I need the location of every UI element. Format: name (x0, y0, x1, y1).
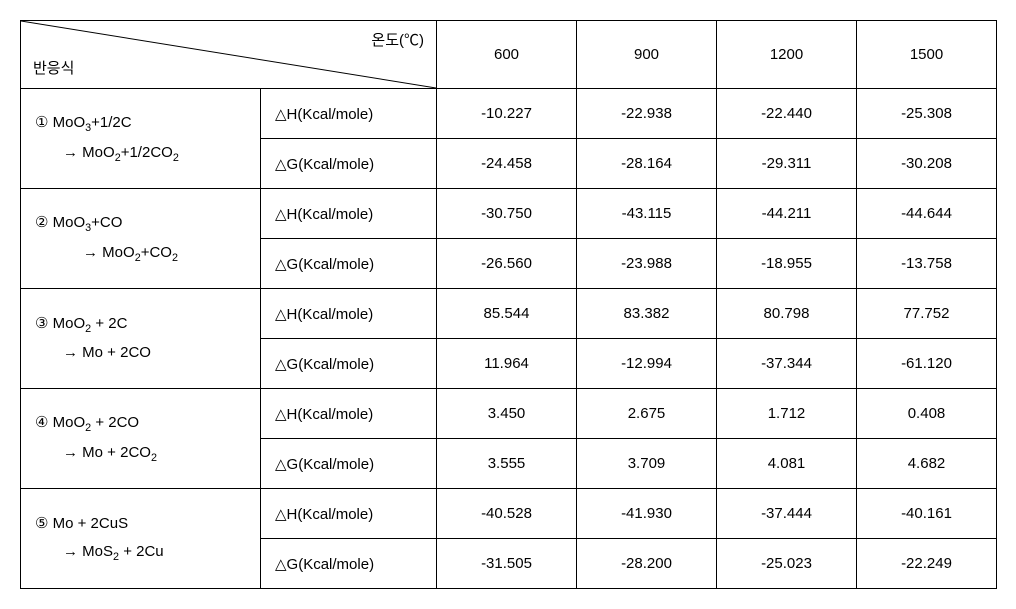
reaction-cell: ① MoO3+1/2C→ MoO2+1/2CO2 (21, 89, 261, 189)
reaction-line2: → MoS2 + 2Cu (35, 538, 248, 568)
table-row: ③ MoO2 + 2C→ Mo + 2CO△H(Kcal/mole)85.544… (21, 289, 997, 339)
value-cell: -31.505 (437, 539, 577, 589)
value-cell: -40.528 (437, 489, 577, 539)
value-cell: 1.712 (717, 389, 857, 439)
value-cell: -13.758 (857, 239, 997, 289)
metric-dh-label: △H(Kcal/mole) (261, 289, 437, 339)
value-cell: -24.458 (437, 139, 577, 189)
value-cell: 3.450 (437, 389, 577, 439)
reaction-line2: → Mo + 2CO (35, 339, 248, 368)
value-cell: 2.675 (577, 389, 717, 439)
table-row: ① MoO3+1/2C→ MoO2+1/2CO2△H(Kcal/mole)-10… (21, 89, 997, 139)
reaction-line1: ① MoO3+1/2C (35, 109, 248, 139)
reaction-line2: → Mo + 2CO2 (35, 439, 248, 469)
metric-dg-label: △G(Kcal/mole) (261, 539, 437, 589)
table-row: ④ MoO2 + 2CO→ Mo + 2CO2△H(Kcal/mole)3.45… (21, 389, 997, 439)
reaction-cell: ③ MoO2 + 2C→ Mo + 2CO (21, 289, 261, 389)
value-cell: -26.560 (437, 239, 577, 289)
thermo-table: 온도(℃) 반응식 600 900 1200 1500 ① MoO3+1/2C→… (20, 20, 997, 589)
value-cell: -30.208 (857, 139, 997, 189)
reaction-line1: ③ MoO2 + 2C (35, 310, 248, 340)
value-cell: -29.311 (717, 139, 857, 189)
value-cell: -44.211 (717, 189, 857, 239)
table-row: ⑤ Mo + 2CuS→ MoS2 + 2Cu△H(Kcal/mole)-40.… (21, 489, 997, 539)
value-cell: 4.081 (717, 439, 857, 489)
value-cell: -37.444 (717, 489, 857, 539)
header-temperature-label: 온도(℃) (371, 29, 424, 50)
value-cell: -28.200 (577, 539, 717, 589)
value-cell: -30.750 (437, 189, 577, 239)
header-reaction-label: 반응식 (33, 57, 74, 78)
metric-dh-label: △H(Kcal/mole) (261, 389, 437, 439)
reaction-cell: ② MoO3+CO→ MoO2+CO2 (21, 189, 261, 289)
value-cell: -22.440 (717, 89, 857, 139)
reaction-line1: ② MoO3+CO (35, 209, 248, 239)
metric-dh-label: △H(Kcal/mole) (261, 489, 437, 539)
value-cell: -37.344 (717, 339, 857, 389)
metric-dg-label: △G(Kcal/mole) (261, 239, 437, 289)
reaction-line1: ④ MoO2 + 2CO (35, 409, 248, 439)
value-cell: 0.408 (857, 389, 997, 439)
value-cell: -40.161 (857, 489, 997, 539)
value-cell: -10.227 (437, 89, 577, 139)
metric-dh-label: △H(Kcal/mole) (261, 189, 437, 239)
value-cell: -25.023 (717, 539, 857, 589)
value-cell: 4.682 (857, 439, 997, 489)
reaction-cell: ④ MoO2 + 2CO→ Mo + 2CO2 (21, 389, 261, 489)
value-cell: -25.308 (857, 89, 997, 139)
value-cell: -61.120 (857, 339, 997, 389)
reaction-line2: → MoO2+1/2CO2 (35, 139, 248, 169)
value-cell: -44.644 (857, 189, 997, 239)
metric-dg-label: △G(Kcal/mole) (261, 439, 437, 489)
header-diagonal-cell: 온도(℃) 반응식 (21, 21, 437, 89)
value-cell: 83.382 (577, 289, 717, 339)
value-cell: -22.249 (857, 539, 997, 589)
value-cell: 85.544 (437, 289, 577, 339)
reaction-line1: ⑤ Mo + 2CuS (35, 510, 248, 539)
table-header-row: 온도(℃) 반응식 600 900 1200 1500 (21, 21, 997, 89)
value-cell: 77.752 (857, 289, 997, 339)
value-cell: 3.555 (437, 439, 577, 489)
value-cell: -41.930 (577, 489, 717, 539)
value-cell: -12.994 (577, 339, 717, 389)
value-cell: -18.955 (717, 239, 857, 289)
metric-dg-label: △G(Kcal/mole) (261, 339, 437, 389)
temp-col-900: 900 (577, 21, 717, 89)
reaction-cell: ⑤ Mo + 2CuS→ MoS2 + 2Cu (21, 489, 261, 589)
reaction-line2: → MoO2+CO2 (35, 239, 248, 269)
value-cell: 11.964 (437, 339, 577, 389)
value-cell: -43.115 (577, 189, 717, 239)
metric-dh-label: △H(Kcal/mole) (261, 89, 437, 139)
value-cell: -28.164 (577, 139, 717, 189)
temp-col-1500: 1500 (857, 21, 997, 89)
temp-col-600: 600 (437, 21, 577, 89)
table-row: ② MoO3+CO→ MoO2+CO2△H(Kcal/mole)-30.750-… (21, 189, 997, 239)
value-cell: -23.988 (577, 239, 717, 289)
value-cell: 3.709 (577, 439, 717, 489)
metric-dg-label: △G(Kcal/mole) (261, 139, 437, 189)
temp-col-1200: 1200 (717, 21, 857, 89)
value-cell: 80.798 (717, 289, 857, 339)
value-cell: -22.938 (577, 89, 717, 139)
